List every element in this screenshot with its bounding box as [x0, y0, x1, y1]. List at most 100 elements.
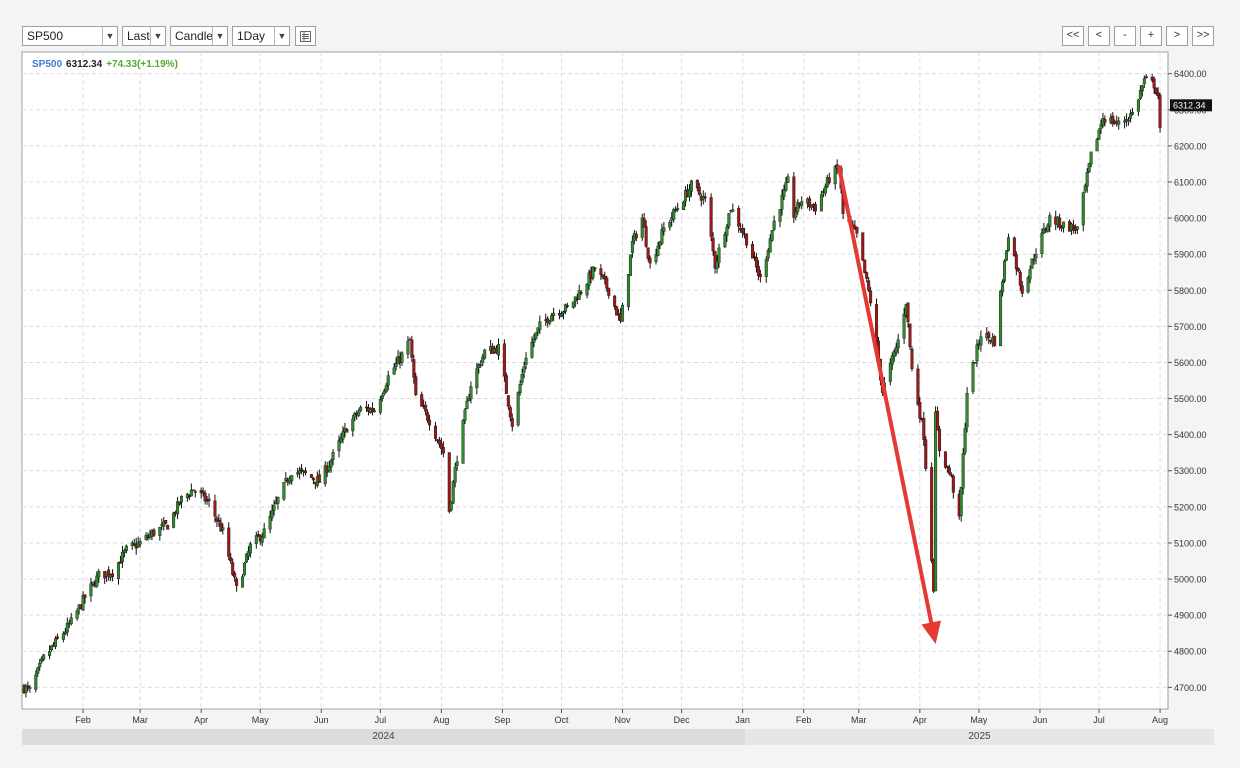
legend-last: 6312.34 — [66, 59, 103, 70]
candle-body — [235, 578, 239, 586]
candle-body — [550, 315, 554, 322]
price-field-selector[interactable]: Last ▼ — [122, 26, 166, 46]
candle-body — [794, 211, 798, 218]
candle-body — [656, 245, 660, 256]
candle-body — [55, 636, 59, 639]
candle-body — [132, 543, 136, 545]
candle-body — [323, 465, 327, 485]
candle-body — [715, 260, 719, 269]
candle-body — [1001, 281, 1005, 293]
candle-body — [687, 188, 691, 198]
chevron-down-icon[interactable]: ▼ — [274, 27, 289, 45]
nav-next-button[interactable]: > — [1166, 26, 1188, 46]
x-tick-label: Oct — [554, 715, 569, 725]
candle-body — [833, 166, 837, 185]
candle-body — [111, 573, 115, 577]
candle-body — [136, 542, 140, 547]
candle-body — [1130, 111, 1134, 115]
candle-body — [1156, 92, 1160, 97]
zoom-in-button[interactable]: + — [1140, 26, 1162, 46]
candle-body — [534, 332, 538, 339]
candle-body — [945, 465, 949, 468]
candle-body — [599, 268, 603, 275]
candle-body — [772, 220, 776, 230]
candle-body — [605, 277, 609, 289]
candle-body — [455, 461, 459, 466]
candle-body — [1142, 78, 1146, 85]
candle-body — [50, 645, 54, 651]
candle-body — [559, 313, 563, 318]
x-tick-label: Jul — [375, 715, 387, 725]
x-tick-label: Mar — [851, 715, 867, 725]
arrow-shaft — [837, 165, 934, 625]
candle-body — [120, 552, 124, 563]
chart-type-selector[interactable]: Candle ▼ — [170, 26, 228, 46]
candle-body — [745, 233, 749, 246]
candle-body — [628, 254, 632, 276]
y-tick-label: 5600.00 — [1174, 358, 1207, 368]
candle-body — [242, 562, 246, 576]
zoom-out-button[interactable]: - — [1114, 26, 1136, 46]
candle-body — [187, 495, 191, 498]
candle-body — [902, 313, 906, 339]
y-tick-label: 5700.00 — [1174, 322, 1207, 332]
nav-last-button[interactable]: >> — [1192, 26, 1214, 46]
candle-body — [1014, 254, 1018, 270]
candle-body — [378, 398, 382, 413]
x-tick-label: Nov — [615, 715, 632, 725]
symbol-selector[interactable]: SP500 ▼ — [22, 26, 118, 46]
candle-body — [380, 395, 384, 399]
candle-body — [668, 222, 672, 228]
candle-body — [304, 470, 308, 473]
last-price-value: 6312.34 — [1173, 100, 1206, 110]
candle-body — [282, 482, 286, 500]
nav-prev-button[interactable]: < — [1088, 26, 1110, 46]
candle-body — [634, 233, 638, 239]
candle-body — [642, 218, 646, 228]
candle-body — [392, 367, 396, 375]
y-tick-label: 5500.00 — [1174, 394, 1207, 404]
candle-body — [53, 638, 57, 648]
chevron-down-icon[interactable]: ▼ — [212, 27, 227, 45]
candle-body — [768, 238, 772, 253]
x-tick-label: Feb — [796, 715, 812, 725]
candle-body — [524, 357, 528, 365]
interval-selector[interactable]: 1Day ▼ — [232, 26, 290, 46]
candle-body — [26, 685, 30, 688]
candle-body — [475, 368, 479, 389]
candle-body — [213, 500, 217, 517]
y-tick-label: 4800.00 — [1174, 647, 1207, 657]
candle-body — [764, 258, 768, 277]
nav-first-button[interactable]: << — [1062, 26, 1084, 46]
candle-body — [1099, 124, 1103, 129]
x-tick-label: Dec — [674, 715, 691, 725]
x-tick-label: May — [252, 715, 270, 725]
candle-body — [1034, 254, 1038, 259]
candle-body — [796, 201, 800, 212]
candle-body — [959, 487, 963, 516]
year-band-2025: 2025 — [745, 729, 1214, 745]
y-tick-label: 5800.00 — [1174, 286, 1207, 296]
candle-body — [766, 249, 770, 259]
candle-body — [201, 491, 205, 494]
candle-body — [1095, 139, 1099, 152]
candle-body — [579, 292, 583, 294]
candle-body — [386, 375, 390, 386]
candle-body — [1020, 285, 1024, 294]
candle-body — [754, 257, 758, 268]
candle-body — [863, 259, 867, 273]
candle-body — [122, 550, 126, 553]
candle-body — [426, 412, 430, 421]
x-tick-label: Aug — [1152, 715, 1168, 725]
candle-body — [593, 267, 597, 270]
candle-body — [439, 443, 443, 449]
candle-body — [640, 217, 644, 238]
candle-body — [888, 362, 892, 382]
settings-button[interactable] — [295, 26, 316, 46]
chevron-down-icon[interactable]: ▼ — [150, 27, 165, 45]
last-price-tag: 6312.34 — [1170, 99, 1212, 112]
chevron-down-icon[interactable]: ▼ — [102, 27, 117, 45]
candle-body — [1060, 227, 1064, 229]
interval-value: 1Day — [237, 29, 266, 43]
